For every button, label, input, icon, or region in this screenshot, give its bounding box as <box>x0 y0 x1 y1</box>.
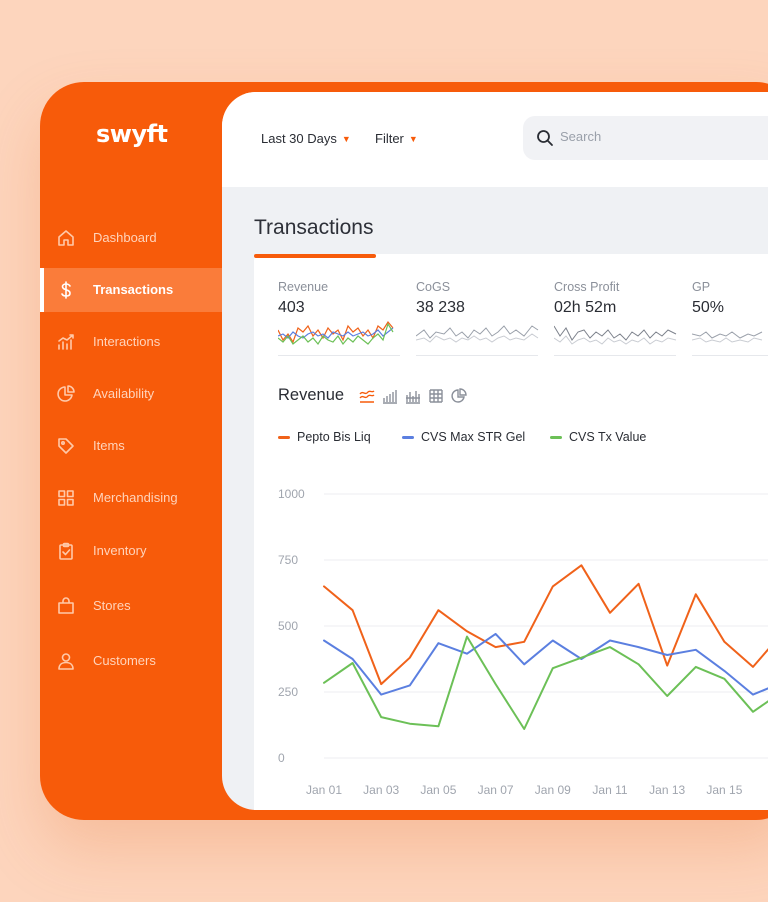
sidebar-item-label: Availability <box>93 386 155 401</box>
x-tick-label: Jan 11 <box>592 783 627 797</box>
metric-cogs[interactable]: CoGS 38 238 <box>416 280 540 356</box>
sidebar-item-interactions[interactable]: Interactions <box>40 320 222 364</box>
metric-gp[interactable]: GP 50% <box>692 280 768 356</box>
legend-swatch <box>550 435 562 439</box>
sidebar-item-label: Interactions <box>93 334 161 349</box>
search-icon <box>537 130 553 146</box>
y-tick-label: 250 <box>278 685 298 699</box>
legend-label: CVS Max STR Gel <box>421 430 526 444</box>
home-icon <box>56 228 76 248</box>
active-tab-indicator <box>254 254 376 258</box>
top-bar: Last 30 Days ▼ Filter ▼ <box>222 92 768 187</box>
user-icon <box>56 651 76 671</box>
y-tick-label: 0 <box>278 751 285 765</box>
main-panel: Last 30 Days ▼ Filter ▼ Transactions Reven… <box>222 92 768 810</box>
metric-value: 403 <box>278 299 305 316</box>
legend-swatch <box>402 435 414 439</box>
legend-label: CVS Tx Value <box>569 430 647 444</box>
cross-profit-sparkline <box>554 325 677 345</box>
dollar-icon <box>56 280 76 300</box>
x-tick-label: Jan 05 <box>420 783 456 797</box>
metric-label: Cross Profit <box>554 280 620 294</box>
legend-swatch <box>278 435 290 439</box>
transactions-card: Revenue 403 CoGS 38 238 Cross Profit 02h… <box>254 254 768 810</box>
metric-divider <box>692 355 768 356</box>
heatmap-icon[interactable] <box>428 388 444 404</box>
metric-value: 38 238 <box>416 299 465 316</box>
search-box[interactable] <box>523 116 768 160</box>
sidebar-item-stores[interactable]: Stores <box>40 584 222 628</box>
sidebar-item-inventory[interactable]: Inventory <box>40 529 222 573</box>
chevron-down-icon: ▼ <box>408 134 418 144</box>
metric-cross-profit[interactable]: Cross Profit 02h 52m <box>554 280 678 356</box>
sidebar-item-label: Inventory <box>93 543 147 558</box>
sidebar-item-label: Merchandising <box>93 490 178 505</box>
metric-divider <box>554 355 676 356</box>
x-tick-label: Jan 15 <box>706 783 742 797</box>
x-tick-label: Jan 09 <box>535 783 571 797</box>
x-tick-label: Jan 03 <box>363 783 399 797</box>
bar-chart-icon[interactable] <box>382 388 398 404</box>
page-title: Transactions <box>254 216 374 239</box>
clipboard-icon <box>56 541 76 561</box>
chart-title: Revenue <box>278 386 345 404</box>
analytics-icon <box>56 332 76 352</box>
search-input[interactable] <box>560 129 760 144</box>
legend-item-2[interactable]: CVS Max STR Gel <box>402 430 525 444</box>
gp-sparkline <box>692 331 763 343</box>
shopping-bag-icon <box>56 596 76 616</box>
area-chart-icon[interactable] <box>359 388 375 404</box>
revenue-line-chart: 0 250 500 750 1000 Jan 01 Jan 03 Jan 05 Jan 07 Ja… <box>278 487 768 797</box>
sidebar-item-customers[interactable]: Customers <box>40 639 222 683</box>
sidebar-item-dashboard[interactable]: Dashboard <box>40 216 222 260</box>
metric-divider <box>278 355 400 356</box>
x-tick-label: Jan 01 <box>306 783 342 797</box>
metric-revenue[interactable]: Revenue 403 <box>278 280 402 356</box>
y-tick-label: 750 <box>278 553 298 567</box>
series-line-1 <box>323 564 768 686</box>
metric-label: GP <box>692 280 711 294</box>
metric-value: 02h 52m <box>554 299 617 316</box>
metric-value: 50% <box>692 299 725 316</box>
sidebar-item-label: Dashboard <box>93 230 157 245</box>
metric-label: CoGS <box>416 280 451 294</box>
sidebar-item-items[interactable]: Items <box>40 424 222 468</box>
sidebar-item-label: Items <box>93 438 125 453</box>
filter-label: Filter <box>375 131 404 146</box>
revenue-sparkline <box>278 320 394 346</box>
pie-chart-icon <box>56 384 76 404</box>
y-tick-label: 1000 <box>278 487 305 501</box>
series-line-2 <box>323 632 768 696</box>
sidebar-item-merchandising[interactable]: Merchandising <box>40 476 222 520</box>
sidebar-item-label: Transactions <box>93 282 174 297</box>
sidebar-item-label: Stores <box>93 598 131 613</box>
pie-chart-icon[interactable] <box>451 388 467 404</box>
stacked-bar-icon[interactable] <box>405 388 421 404</box>
filter-dropdown[interactable]: Filter ▼ <box>375 131 418 146</box>
app-logo[interactable]: swyft <box>96 120 168 148</box>
chevron-down-icon: ▼ <box>341 134 351 144</box>
legend-item-3[interactable]: CVS Tx Value <box>550 430 646 444</box>
series-line-3 <box>323 635 768 730</box>
sidebar-item-label: Customers <box>93 653 156 668</box>
date-range-dropdown[interactable]: Last 30 Days ▼ <box>261 131 351 146</box>
grid-icon <box>56 488 76 508</box>
sidebar-item-availability[interactable]: Availability <box>40 372 222 416</box>
x-tick-label: Jan 13 <box>649 783 685 797</box>
cogs-sparkline <box>416 325 539 343</box>
x-tick-label: Jan 07 <box>478 783 514 797</box>
y-tick-label: 500 <box>278 619 298 633</box>
metric-label: Revenue <box>278 280 329 294</box>
legend-label: Pepto Bis Liq <box>297 430 371 444</box>
metric-divider <box>416 355 538 356</box>
sidebar-item-transactions[interactable]: Transactions <box>40 268 222 312</box>
tag-icon <box>56 436 76 456</box>
date-range-label: Last 30 Days <box>261 131 337 146</box>
legend-item-1[interactable]: Pepto Bis Liq <box>278 430 371 444</box>
